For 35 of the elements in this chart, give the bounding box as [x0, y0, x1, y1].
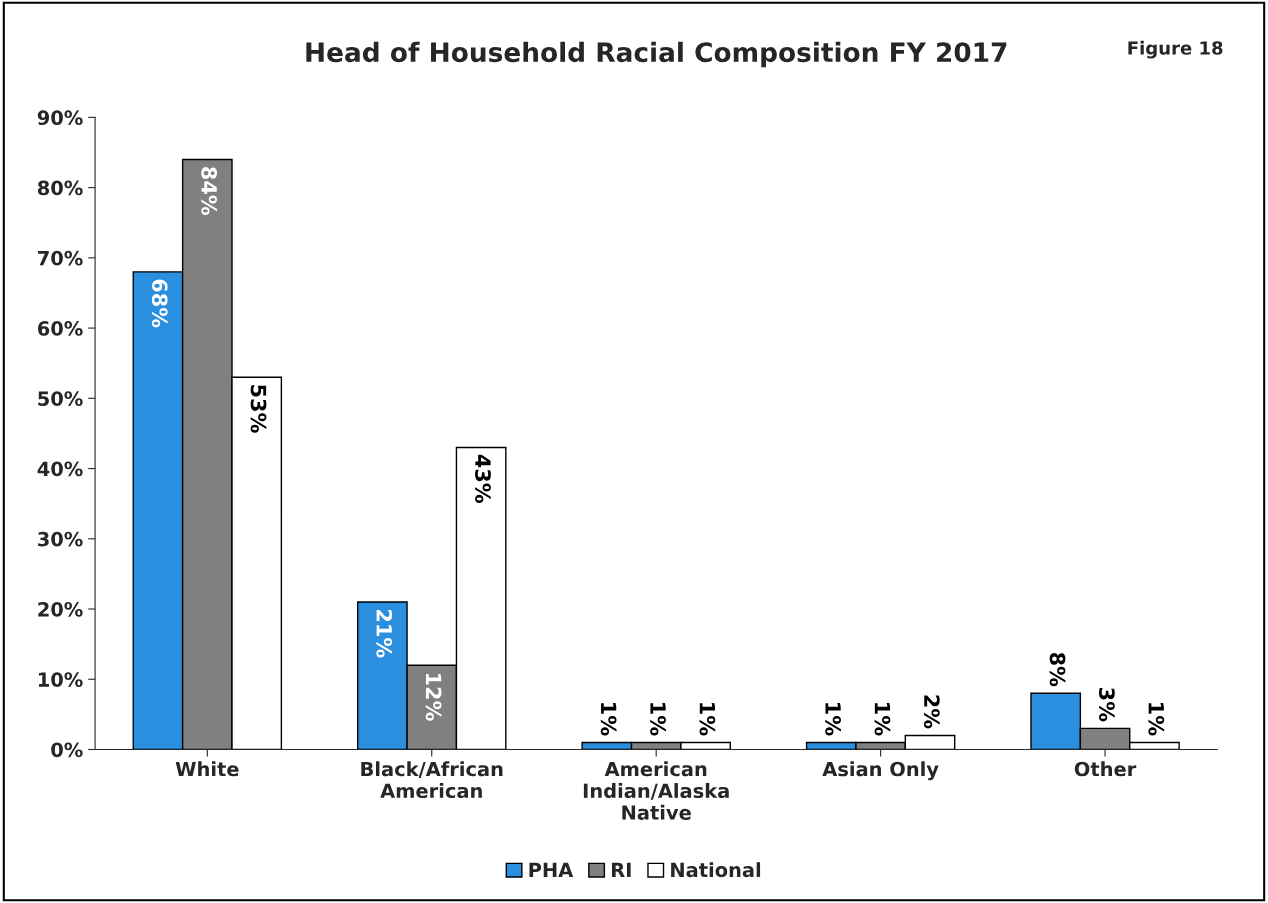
x-tick-label: Other [1074, 761, 1137, 777]
y-tick-label: 80% [37, 180, 83, 196]
y-tick-label: 90% [37, 110, 83, 126]
data-label: 84% [201, 167, 218, 216]
y-tick-label: 40% [37, 461, 83, 477]
y-tick-label: 30% [38, 531, 83, 547]
legend-label: RI [611, 862, 631, 877]
y-tick-label: 0% [51, 742, 83, 758]
y-tick-label: 70% [38, 250, 83, 266]
y-tick-label: 60% [37, 321, 83, 336]
data-label: 12% [425, 673, 442, 721]
legend-label: PHA [529, 862, 574, 877]
y-tick-label: 20% [38, 601, 83, 617]
x-tick-label: Asian Only [822, 761, 939, 781]
y-tick-label: 10% [38, 672, 83, 687]
data-label: 3% [1099, 688, 1115, 722]
legend-label: National [671, 862, 761, 878]
data-label: 2% [923, 695, 940, 729]
data-label: 1% [650, 703, 666, 736]
data-label: 1% [699, 703, 716, 736]
data-label: 8% [1049, 652, 1066, 687]
data-label: 43% [475, 454, 491, 504]
data-label: 1% [825, 703, 841, 736]
x-tick-label: White [175, 761, 239, 777]
data-label: 1% [874, 703, 891, 736]
x-tick-label: American Indian/Alaska Native [583, 761, 729, 820]
data-label: 21% [376, 609, 393, 658]
data-label: 53% [250, 385, 267, 433]
y-tick-label: 50% [38, 391, 83, 406]
data-label: 1% [600, 703, 617, 736]
caption: Figure 18 [1128, 40, 1223, 59]
data-label: 1% [1148, 703, 1165, 736]
chart-title: Head of Household Racial Composition FY 2017 [306, 41, 1007, 68]
data-label: 68% [151, 279, 168, 328]
x-tick-label: Black/African American [361, 761, 503, 799]
